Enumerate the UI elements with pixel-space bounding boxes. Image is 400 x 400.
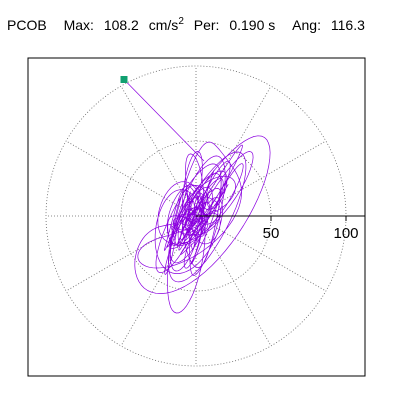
radial-tick-label-100: 100 <box>333 225 358 242</box>
grid-spoke-330 <box>120 85 197 217</box>
max-label: Max: <box>63 17 94 33</box>
radial-axis: 50 100 <box>196 215 365 242</box>
peak-marker <box>120 76 128 83</box>
orbit-trace <box>123 79 271 314</box>
max-unit-exponent: 2 <box>178 16 184 27</box>
peak-marker-group <box>120 76 128 83</box>
grid-spoke-30 <box>195 85 272 217</box>
chart-header: PCOB Max: 108.2 cm/s2 Per: 0.190 s Ang: … <box>7 16 365 33</box>
grid-spoke-300 <box>65 140 197 217</box>
per-label: Per: <box>193 17 220 33</box>
max-value: 108.2 <box>103 17 139 33</box>
orbit-path <box>123 79 271 314</box>
station-code: PCOB <box>7 17 47 33</box>
max-unit: cm/s <box>148 17 179 33</box>
ang-label: Ang: <box>292 17 321 33</box>
radial-tick-label-50: 50 <box>263 225 280 242</box>
ang-value: 116.3 <box>330 17 365 33</box>
per-value: 0.190 s <box>229 17 276 33</box>
